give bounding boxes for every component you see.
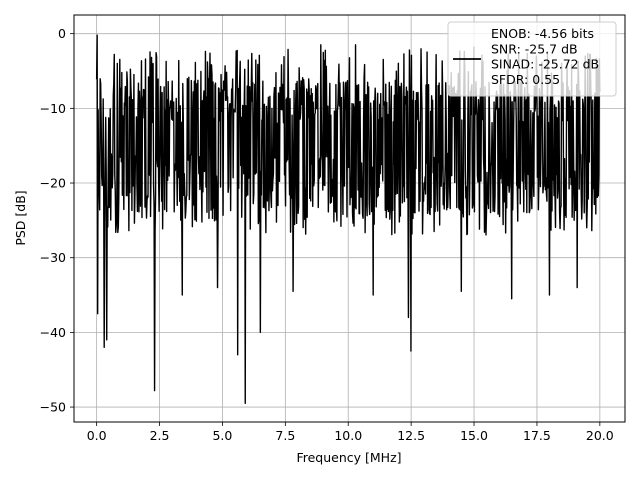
x-tick-label: 0.0: [87, 428, 107, 443]
y-tick-label: −20: [40, 176, 66, 191]
x-tick-label: 15.0: [460, 428, 488, 443]
legend: ENOB: -4.56 bits SNR: -25.7 dB SINAD: -25.…: [447, 21, 617, 97]
y-axis: 0 −10 −20 −30 −40 −50: [40, 26, 74, 415]
y-tick-label: −50: [40, 400, 66, 415]
series-layer: [95, 34, 601, 405]
x-tick-label: 5.0: [212, 428, 232, 443]
x-tick-label: 17.5: [523, 428, 551, 443]
x-axis: 0.0 2.5 5.0 7.5 10.0 12.5 15.0 17.5 20.0: [87, 422, 614, 443]
y-tick-label: −40: [40, 325, 66, 340]
legend-label: ENOB: -4.56 bits SNR: -25.7 dB SINAD: -25.…: [491, 26, 599, 87]
legend-box: [447, 21, 617, 97]
plot-frame: [73, 14, 626, 423]
x-tick-label: 12.5: [397, 428, 425, 443]
y-tick-label: −30: [40, 250, 66, 265]
x-axis-label: Frequency [MHz]: [296, 450, 401, 465]
y-tick-label: 0: [58, 26, 66, 41]
psd-series-line: [95, 34, 601, 405]
x-tick-label: 10.0: [334, 428, 362, 443]
x-tick-label: 7.5: [275, 428, 295, 443]
y-tick-label: −10: [40, 101, 66, 116]
y-axis-label: PSD [dB]: [13, 190, 28, 245]
x-tick-label: 20.0: [586, 428, 614, 443]
x-tick-label: 2.5: [150, 428, 170, 443]
